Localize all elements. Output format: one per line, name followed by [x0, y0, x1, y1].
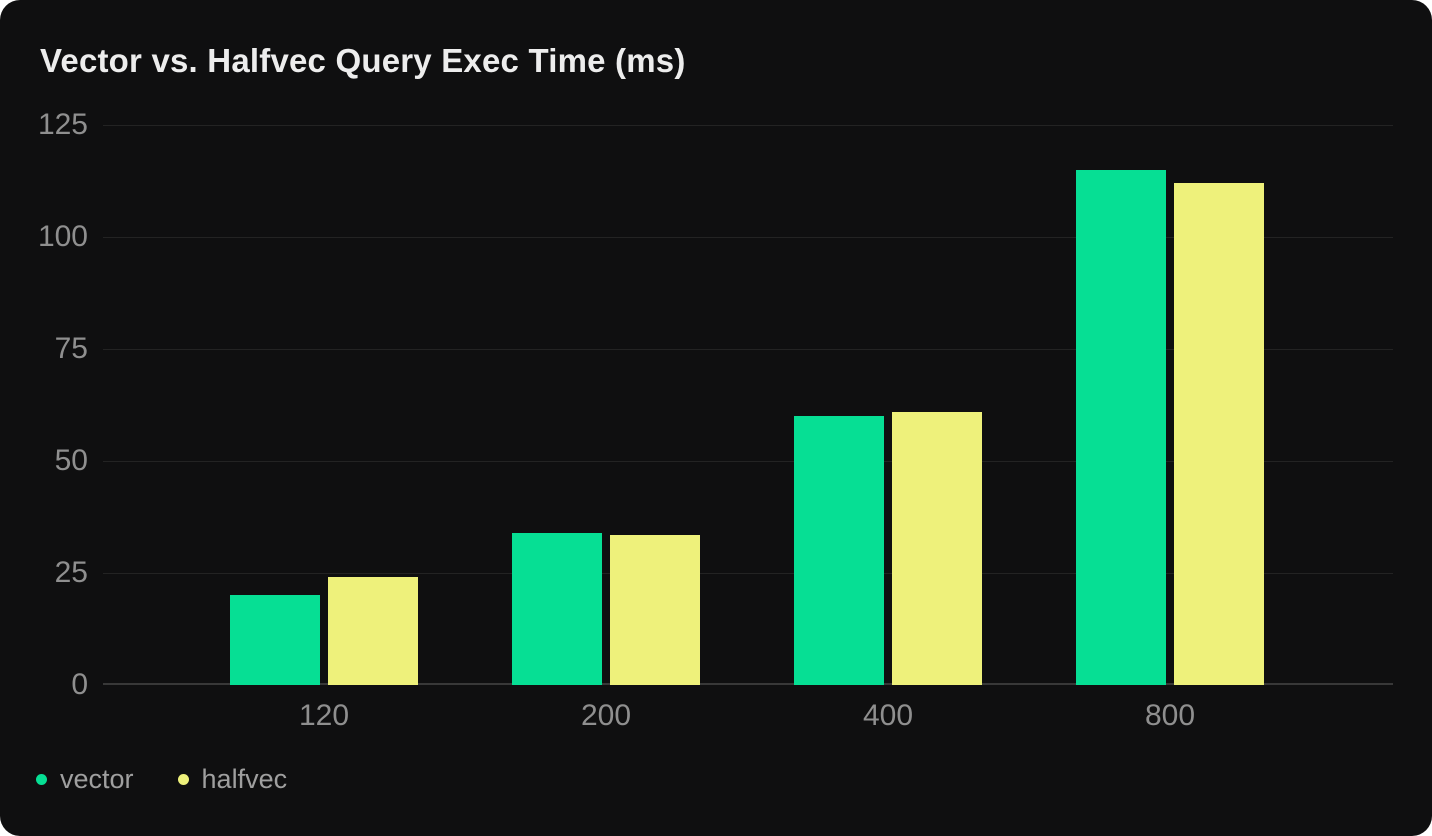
x-axis: 120 200 400 800	[103, 699, 1393, 739]
chart-title: Vector vs. Halfvec Query Exec Time (ms)	[40, 42, 686, 79]
bar-halfvec-120[interactable]	[328, 577, 418, 685]
bar-vector-120[interactable]	[230, 595, 320, 685]
bar-halfvec-400[interactable]	[892, 412, 982, 685]
bar-halfvec-200[interactable]	[610, 535, 700, 685]
gridline-y-100	[103, 237, 1393, 238]
legend-item-halfvec[interactable]: halfvec	[177, 764, 288, 794]
legend-item-vector[interactable]: vector	[36, 766, 134, 793]
y-axis: 0 25 50 75 100 125	[0, 108, 88, 701]
legend-label-halfvec: halfvec	[201, 764, 288, 794]
y-tick-label-25: 25	[54, 556, 88, 589]
x-tick-label-400: 400	[862, 699, 914, 732]
bar-halfvec-800[interactable]	[1174, 183, 1264, 685]
y-tick-label-125: 125	[37, 108, 88, 141]
y-tick-label-100: 100	[37, 220, 88, 253]
plot-area	[103, 125, 1393, 685]
x-tick-label-120: 120	[298, 699, 350, 732]
gridline-y-25	[103, 573, 1393, 574]
gridline-y-75	[103, 349, 1393, 350]
legend-label-vector: vector	[60, 764, 134, 794]
gridline-y-125	[103, 125, 1393, 126]
x-tick-label-800: 800	[1144, 699, 1196, 732]
bar-vector-400[interactable]	[794, 416, 884, 685]
y-tick-label-75: 75	[54, 332, 88, 365]
bar-vector-800[interactable]	[1076, 170, 1166, 685]
gridline-y-50	[103, 461, 1393, 462]
y-tick-label-0: 0	[71, 668, 88, 701]
x-tick-label-200: 200	[580, 699, 632, 732]
legend-dot-halfvec	[177, 774, 189, 785]
legend: vector halfvec	[36, 766, 287, 793]
x-axis-baseline	[103, 683, 1393, 685]
legend-dot-vector	[36, 774, 47, 785]
bar-vector-200[interactable]	[512, 533, 602, 685]
y-tick-label-50: 50	[54, 444, 88, 477]
